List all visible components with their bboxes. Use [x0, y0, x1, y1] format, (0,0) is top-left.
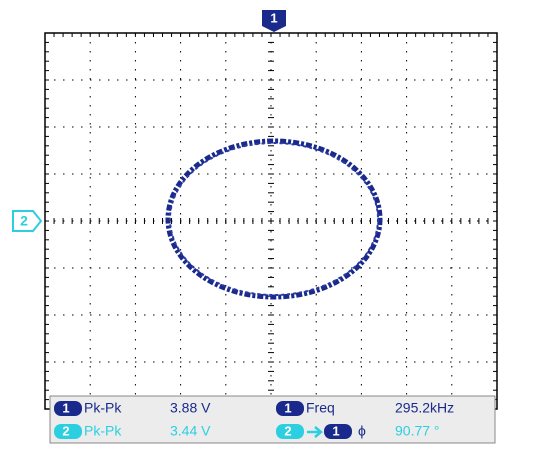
channel-badge: 2	[62, 423, 69, 438]
channel-badge: 2	[284, 423, 291, 438]
measurement-panel	[49, 395, 496, 444]
marker-label: 1	[270, 10, 277, 25]
channel-2-marker: 2	[12, 210, 43, 232]
lissajous-trace-inner	[169, 142, 379, 296]
measurement-label: Pk-Pk	[84, 400, 122, 416]
channel-badge: 1	[62, 400, 69, 415]
channel-1-marker: 1	[262, 10, 286, 32]
measurement: 2 1 ϕ 90.77 °	[276, 423, 440, 439]
measurement-value: 3.44 V	[170, 423, 211, 439]
measurement: 1 Pk-Pk 3.88 V	[54, 400, 211, 416]
lissajous-trace	[165, 138, 383, 300]
measurement-value: 90.77 °	[395, 423, 440, 439]
measurement-value: 295.2kHz	[395, 400, 454, 416]
arrow	[307, 426, 323, 438]
channel-badge: 1	[284, 400, 291, 415]
measurement-label: Freq	[306, 400, 335, 416]
measurement-label: Pk-Pk	[84, 423, 122, 439]
marker-label: 2	[20, 213, 28, 229]
measurement: 1 Freq 295.2kHz	[276, 400, 454, 416]
measurement: 2 Pk-Pk 3.44 V	[54, 423, 211, 439]
measurement-label: ϕ	[358, 423, 366, 439]
measurement-value: 3.88 V	[170, 400, 211, 416]
channel-badge: 1	[332, 423, 339, 438]
